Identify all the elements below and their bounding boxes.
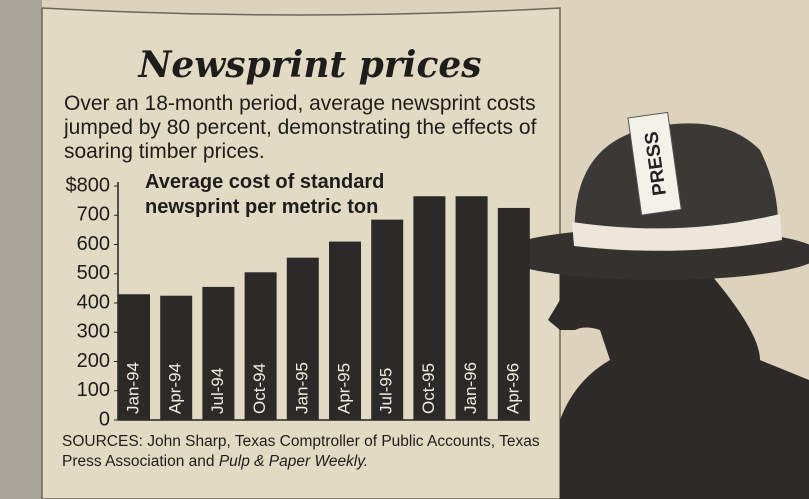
x-tick-label: Jan-95: [292, 362, 311, 414]
x-tick-label: Jul-95: [377, 368, 396, 414]
y-tick-label: 600: [77, 233, 110, 255]
subtitle: Over an 18-month period, average newspri…: [64, 92, 539, 164]
source-publication: Pulp & Paper Weekly.: [219, 453, 368, 470]
x-tick-label: Oct-95: [419, 363, 438, 414]
plot-title: Average cost of standard newsprint per m…: [145, 170, 417, 220]
page: PRESS 0100200300400500600700$800Jan-94Ap…: [0, 0, 809, 499]
head-shape: [548, 262, 809, 499]
x-tick-label: Jan-96: [461, 362, 480, 414]
x-tick-label: Oct-94: [250, 363, 269, 414]
y-tick-label: 200: [77, 350, 110, 372]
y-tick-label: 700: [77, 204, 110, 226]
y-tick-label: 300: [77, 321, 110, 343]
y-tick-label: 100: [77, 379, 110, 401]
chart-title: Newsprint prices: [60, 44, 560, 86]
x-tick-label: Apr-96: [503, 363, 522, 414]
x-tick-label: Jan-94: [123, 362, 142, 414]
x-tick-label: Apr-94: [166, 363, 185, 414]
y-tick-label: 400: [77, 291, 110, 313]
y-tick-label: 500: [77, 262, 110, 284]
x-tick-label: Jul-94: [208, 368, 227, 414]
y-tick-label: $800: [66, 174, 111, 196]
side-strip: [0, 0, 42, 499]
y-tick-label: 0: [99, 408, 110, 430]
x-tick-label: Apr-95: [334, 363, 353, 414]
source-note: SOURCES: John Sharp, Texas Comptroller o…: [62, 432, 562, 472]
